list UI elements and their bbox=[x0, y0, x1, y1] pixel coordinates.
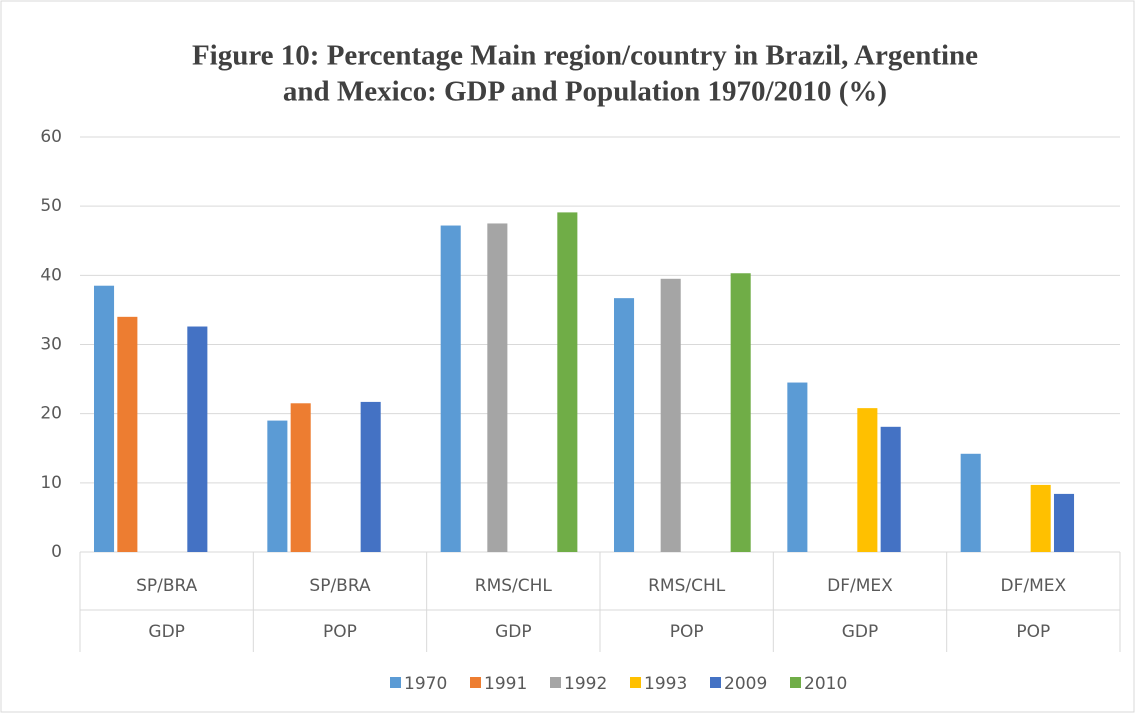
bar bbox=[487, 223, 508, 553]
bar bbox=[267, 420, 288, 552]
x-tick-label: GDP bbox=[148, 622, 185, 642]
bar bbox=[290, 403, 311, 552]
chart-title: and Mexico: GDP and Population 1970/2010… bbox=[283, 76, 887, 108]
legend-swatch bbox=[630, 677, 641, 688]
x-tick-label: GDP bbox=[842, 622, 879, 642]
y-tick-label: 20 bbox=[40, 404, 62, 424]
y-tick-label: 40 bbox=[40, 265, 62, 285]
legend-swatch bbox=[710, 677, 721, 688]
bar bbox=[660, 278, 681, 552]
x-tick-label: DF/MEX bbox=[827, 576, 893, 596]
legend-label: 1970 bbox=[404, 674, 447, 694]
bar bbox=[187, 326, 208, 552]
bar bbox=[880, 426, 901, 552]
y-tick-label: 10 bbox=[40, 473, 62, 493]
legend-label: 1993 bbox=[644, 674, 687, 694]
bar bbox=[440, 225, 461, 553]
x-tick-label: RMS/CHL bbox=[475, 576, 553, 596]
x-tick-label: POP bbox=[323, 622, 357, 642]
legend-swatch bbox=[470, 677, 481, 688]
bar bbox=[1053, 493, 1075, 552]
bar bbox=[960, 453, 981, 552]
y-tick-label: 50 bbox=[40, 196, 62, 216]
x-tick-label: SP/BRA bbox=[309, 576, 371, 596]
legend-label: 2009 bbox=[724, 674, 767, 694]
x-tick-label: POP bbox=[1016, 622, 1050, 642]
legend-swatch bbox=[550, 677, 561, 688]
y-tick-label: 30 bbox=[40, 335, 62, 355]
x-tick-label: POP bbox=[670, 622, 704, 642]
legend-label: 1991 bbox=[484, 674, 527, 694]
bar bbox=[557, 212, 578, 552]
x-tick-label: DF/MEX bbox=[1001, 576, 1067, 596]
bar bbox=[1030, 484, 1051, 552]
bar bbox=[857, 408, 878, 552]
bar bbox=[787, 382, 808, 552]
legend-label: 1992 bbox=[564, 674, 607, 694]
bar bbox=[360, 401, 381, 552]
bar bbox=[613, 298, 635, 552]
legend-swatch bbox=[790, 677, 801, 688]
y-tick-label: 60 bbox=[40, 127, 62, 147]
bar bbox=[730, 273, 751, 552]
x-tick-label: RMS/CHL bbox=[648, 576, 726, 596]
legend-swatch bbox=[390, 677, 401, 688]
y-tick-label: 0 bbox=[51, 542, 62, 562]
chart-title: Figure 10: Percentage Main region/countr… bbox=[192, 40, 978, 72]
bar bbox=[117, 316, 138, 552]
x-tick-label: GDP bbox=[495, 622, 532, 642]
legend-label: 2010 bbox=[804, 674, 847, 694]
bar bbox=[93, 285, 115, 552]
x-tick-label: SP/BRA bbox=[136, 576, 198, 596]
